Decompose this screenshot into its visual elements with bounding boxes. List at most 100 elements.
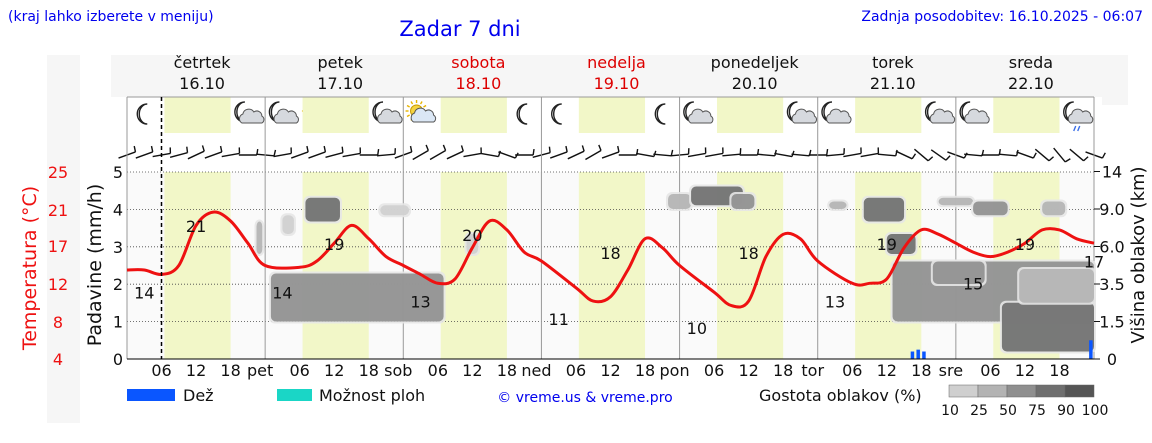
moon-icon (654, 103, 666, 125)
wind-barb-feather (425, 144, 429, 151)
day-labels: četrtek 16.10 petek 17.10 sobota 18.10 nedelja… (174, 53, 1054, 93)
precipitation-tick: 1 (113, 313, 123, 332)
x-hour-label: 18 (911, 361, 931, 380)
wind-barb-shaft (774, 152, 793, 158)
day-date: 19.10 (594, 74, 640, 93)
wind-barb-shaft (376, 153, 396, 157)
wind-barb (376, 148, 397, 157)
wind-barb-feather (323, 145, 327, 153)
legend-showers-label: Možnost ploh (319, 386, 425, 405)
rain-drop (1073, 125, 1077, 132)
x-hour-label: 18 (1049, 361, 1069, 380)
cloud-height-tick: 1.5 (1099, 313, 1124, 332)
cloud-density-step: 90 (1057, 403, 1075, 419)
sun-ray (423, 104, 427, 108)
wind-barb-feather (911, 153, 917, 160)
cloud-density-mark (466, 234, 479, 254)
moon-cloud-icon (234, 101, 265, 124)
x-hour-label: 12 (1015, 361, 1035, 380)
moon-cloud-icon (372, 101, 403, 124)
icon-daylight-bands (164, 97, 1060, 133)
wind-barb-feather (133, 145, 137, 153)
cloud-density-mark (668, 194, 692, 209)
wind-barb-feather (1101, 152, 1106, 159)
wind-barb-feather (186, 146, 189, 153)
wind-barb-shaft (480, 152, 499, 158)
legend-rain-label: Dež (183, 386, 214, 405)
wind-barb (135, 145, 154, 159)
cloud-density-mark (938, 197, 974, 206)
wind-barb-shaft (964, 153, 983, 157)
wind-barb (1016, 151, 1037, 159)
day-date: 16.10 (179, 74, 225, 93)
day-name: sobota (451, 53, 505, 72)
wind-barb-feather (945, 155, 951, 161)
x-hour-label: 18 (773, 361, 793, 380)
icon-daylight-band (440, 97, 507, 133)
wind-barb-feather (377, 148, 380, 156)
temperature-label: 10 (687, 319, 707, 338)
wind-barb (756, 149, 777, 157)
wind-barb-shaft (791, 153, 810, 157)
x-hour-label: 06 (980, 361, 1000, 380)
wind-barb-feather (1064, 158, 1071, 163)
cloud-density-swatch (1006, 384, 1037, 398)
moon-cloud-icon (821, 101, 852, 124)
temperature-label: 19 (324, 235, 344, 254)
wind-barb (273, 147, 292, 158)
temperature-tick: 4 (53, 350, 63, 369)
cloud-density-mark (829, 201, 847, 209)
moon-icon (516, 103, 528, 125)
moon-cloud-rain-icon (1063, 101, 1094, 132)
cloud-density-mark (256, 221, 263, 254)
wind-barb (998, 149, 1019, 157)
wind-barb-shaft (204, 151, 223, 159)
x-day-label: pet (247, 361, 273, 380)
wind-barb (412, 144, 429, 161)
sun-ray (406, 114, 410, 118)
cloud-density-swatch (948, 384, 979, 398)
temperature-line (126, 210, 1095, 309)
wind-barb-feather (548, 146, 551, 153)
temperature-tick: 25 (48, 163, 68, 182)
wind-barb-shaft (636, 152, 655, 158)
credit-link[interactable]: © vreme.us & vreme.pro (497, 390, 672, 406)
wind-barb (739, 148, 760, 156)
x-hour-label: 06 (428, 361, 448, 380)
cloud-height-axis-title: Višina oblakov (km) (1128, 166, 1149, 343)
moon-icon (551, 103, 562, 125)
x-day-label: sob (384, 361, 412, 380)
temperature-label: 11 (549, 310, 569, 329)
x-day-label: tor (801, 361, 824, 380)
x-day-label: ned (521, 361, 551, 380)
day-date: 17.10 (317, 74, 363, 93)
x-day-label: sre (939, 361, 963, 380)
cloud-shape (964, 108, 990, 124)
temperature-label: 15 (963, 275, 983, 294)
legend-showers-swatch (277, 389, 312, 401)
wind-barb (791, 149, 812, 157)
region-hint-link[interactable]: (kraj lahko izberete v meniju) (8, 9, 214, 25)
cloud-density-mark (1019, 269, 1094, 303)
temperature-labels: 14 21 14 19 13 20 11 18 10 18 13 19 15 19 17 (134, 217, 1104, 338)
wind-barb (325, 146, 344, 159)
wind-barb-shaft (412, 149, 429, 161)
precipitation-tick: 3 (113, 238, 123, 257)
wind-barb-feather (341, 146, 344, 153)
temperature-label: 14 (134, 283, 154, 302)
wind-barb-shaft (308, 151, 326, 159)
wind-barb-feather (774, 149, 777, 156)
wind-barb-shaft (169, 151, 188, 159)
x-hour-label: 18 (635, 361, 655, 380)
x-hour-label: 06 (566, 361, 586, 380)
moon-icon (136, 103, 148, 125)
wind-barb (308, 145, 327, 159)
temperature-tick: 21 (48, 201, 68, 220)
cloud-height-tick: 0 (1107, 350, 1117, 369)
wind-barb (169, 146, 189, 159)
wind-barb-row (118, 144, 1106, 163)
wind-barb (1085, 151, 1106, 159)
wind-barb (221, 147, 241, 158)
x-day-label: pon (660, 361, 690, 380)
